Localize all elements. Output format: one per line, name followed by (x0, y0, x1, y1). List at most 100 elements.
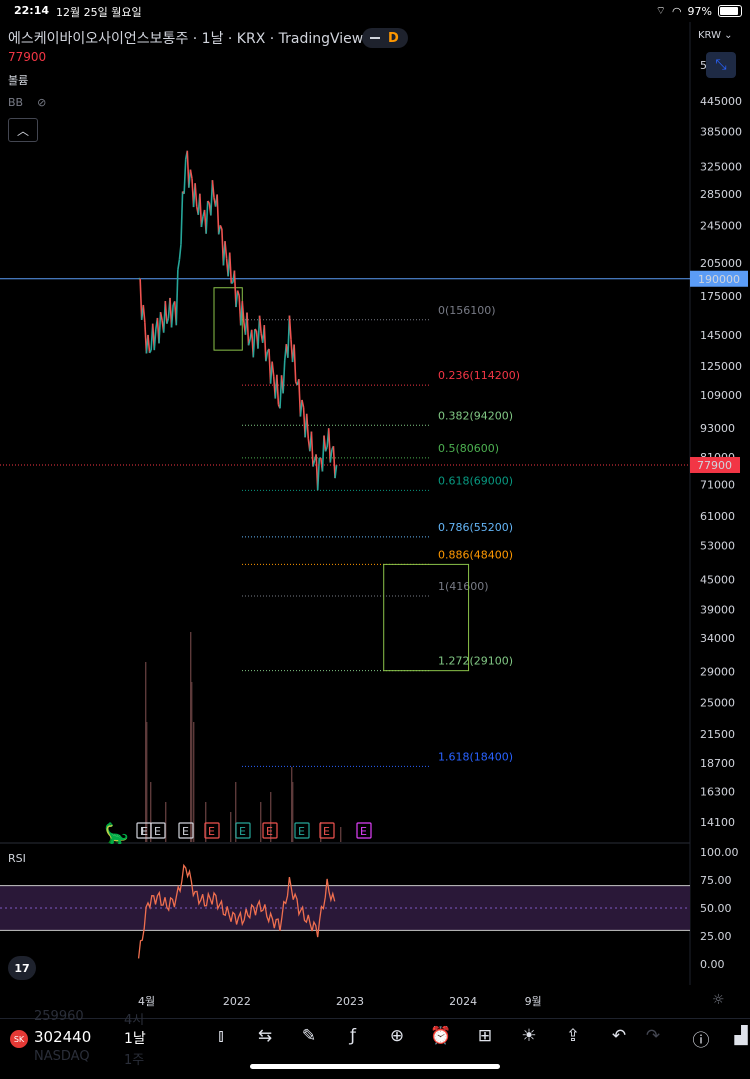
earnings-marker (319, 822, 335, 839)
price-tick-label: 25000 (700, 696, 735, 709)
redo-icon[interactable]: ↷ (645, 1026, 661, 1046)
ghost-symbol: 259960 (34, 1009, 84, 1024)
rectangle-drawing (213, 287, 243, 351)
volume-bar (165, 802, 167, 842)
interval-button[interactable]: 1날 (124, 1031, 146, 1047)
hline-price-tag (690, 270, 748, 287)
price-candle-segment (271, 361, 275, 377)
earnings-marker (262, 822, 278, 839)
price-candle-segment (329, 449, 333, 463)
fib-level-label: 0.886(48400) (438, 548, 513, 561)
price-candle-segment (293, 344, 297, 382)
ghost-text: 4시 (124, 1013, 145, 1028)
rsi-tick-label: 100.00 (700, 846, 739, 859)
bb-indicator-label[interactable]: BB (8, 96, 24, 109)
earnings-marker-label: E (360, 825, 367, 838)
volume-bar (145, 662, 147, 842)
compare-icon[interactable]: ⇆ (257, 1026, 273, 1046)
price-tick-label: 21500 (700, 728, 735, 741)
rsi-line (137, 863, 336, 959)
last-price-tag-label: 77900 (697, 459, 732, 472)
price-candle-segment (224, 241, 228, 259)
price-candle-segment (310, 431, 314, 467)
price-candle-segment (236, 290, 240, 296)
volume-bar (340, 827, 342, 842)
currency-dropdown[interactable]: KRW ⌄ (698, 30, 733, 41)
symbol-logo[interactable]: SK (10, 1030, 28, 1048)
price-candle-segment (316, 457, 321, 491)
ghost-text: 1주 (124, 1053, 145, 1068)
rsi-tick-label: 75.00 (700, 874, 732, 887)
price-candle-segment (147, 334, 151, 354)
undo-icon[interactable]: ↶ (611, 1026, 627, 1046)
price-candle-segment (258, 315, 262, 334)
price-candle-segment (332, 446, 336, 479)
price-candle-segment (299, 399, 303, 417)
volume-bar (270, 792, 272, 842)
ideas-icon[interactable]: ☀ (521, 1026, 537, 1046)
price-candle-segment (170, 304, 174, 328)
price-candle-segment (219, 224, 223, 230)
price-candle-segment (263, 325, 267, 362)
symbol-code[interactable]: 302440 (34, 1028, 92, 1046)
price-candle-segment (246, 312, 250, 346)
info-icon[interactable]: ⓘ (692, 1031, 710, 1051)
fib-level-label: 0.786(55200) (438, 521, 513, 534)
earnings-marker-label: E (298, 825, 305, 838)
ghost-symbol: NASDAQ (34, 1049, 90, 1064)
price-candle-segment (235, 290, 239, 308)
home-indicator[interactable] (250, 1064, 500, 1069)
volume-bar (150, 782, 152, 842)
collapse-legend-button[interactable]: ︿ (8, 118, 38, 142)
price-tick-label: 39000 (700, 603, 735, 616)
price-candle-segment (252, 329, 256, 358)
price-candle-segment (183, 159, 187, 194)
price-candle-segment (298, 379, 302, 417)
alert-icon[interactable]: ⏰ (430, 1026, 452, 1046)
indicators-icon[interactable]: ƒ (350, 1026, 356, 1046)
price-candle-segment (199, 193, 203, 228)
settings-icon[interactable]: ☼ (712, 992, 725, 1008)
price-tick-label: 145000 (700, 329, 742, 342)
battery-icon (718, 5, 742, 17)
price-tick-label: 385000 (700, 125, 742, 138)
volume-indicator-label[interactable]: 볼륨 (8, 74, 29, 87)
price-tick-label: 5 (700, 59, 707, 72)
rsi-label[interactable]: RSI (8, 852, 26, 865)
share-icon[interactable]: ⇪ (565, 1026, 581, 1046)
chart-type-icon[interactable]: ▟ (734, 1026, 748, 1046)
price-tick-label: 29000 (700, 665, 735, 678)
last-price: 77900 (8, 50, 47, 64)
chevron-up-icon: ︿ (16, 123, 29, 138)
interval-badge[interactable]: D (362, 28, 408, 48)
candles-icon[interactable]: ⫾ (218, 1026, 224, 1046)
rsi-tick-label: 0.00 (700, 958, 725, 971)
price-tick-label: 125000 (700, 360, 742, 373)
price-candle-segment (189, 169, 193, 179)
fib-level-label: 1.272(29100) (438, 655, 513, 668)
currency-label: KRW (698, 30, 721, 41)
time-axis-label: 2022 (223, 995, 251, 1008)
eye-hidden-icon[interactable]: ⊘ (37, 96, 47, 109)
tradingview-logo[interactable]: 17 (8, 956, 36, 980)
fib-level-label: 0.618(69000) (438, 474, 513, 487)
status-time: 22:14 (14, 4, 50, 17)
price-candle-segment (305, 413, 310, 439)
chart-canvas[interactable]: 14100 16300 18700 21500 25000 29000 34000 39000… (0, 0, 750, 1018)
earnings-marker-label: E (182, 825, 189, 838)
price-candle-segment (180, 191, 184, 245)
price-candle-segment (139, 278, 143, 320)
compress-icon[interactable]: ⤡ (706, 52, 736, 78)
earnings-marker-label: E (266, 825, 273, 838)
volume-bar (320, 822, 322, 842)
earnings-marker (178, 822, 194, 839)
chart-title[interactable]: 에스케이바이오사이언스보통주 · 1날 · KRX · TradingView (8, 31, 364, 47)
last-price-tag (690, 456, 740, 473)
add-icon[interactable]: ⊕ (389, 1026, 405, 1046)
price-candle-segment (323, 435, 327, 452)
draw-icon[interactable]: ✎ (301, 1026, 317, 1046)
earnings-marker-label: E (239, 825, 246, 838)
layout-icon[interactable]: ⊞ (477, 1026, 493, 1046)
bb-indicator-row[interactable]: BB ⊘ (8, 96, 46, 109)
volume-bar (146, 722, 148, 842)
